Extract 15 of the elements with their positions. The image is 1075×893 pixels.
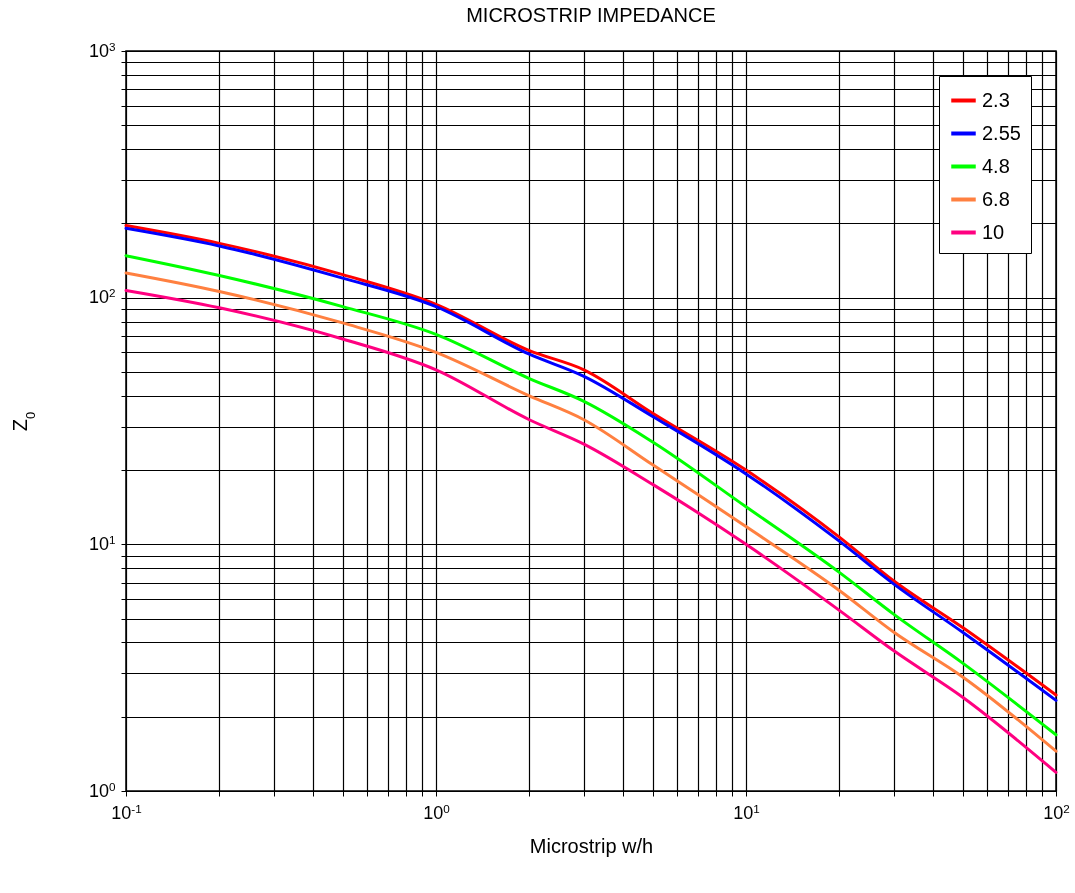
y-tick-label: 10$^{2}$ — [88, 285, 116, 308]
legend-label: 6.8 — [982, 187, 1010, 210]
x-tick-label: 10$^{0}$ — [423, 801, 451, 823]
x-tick-label: 10$^{2}$ — [1043, 801, 1070, 823]
legend-label: 2.55 — [982, 121, 1021, 144]
legend-label: 4.8 — [982, 154, 1010, 177]
y-tick-label: 10$^{3}$ — [88, 39, 116, 61]
chart-title: MICROSTRIP IMPEDANCE — [466, 4, 716, 26]
x-axis-title: Microstrip w/h — [529, 834, 654, 857]
x-tick-label: 10$^{-1}$ — [111, 801, 142, 823]
legend-label: 10 — [982, 220, 1005, 243]
legend-label: 2.3 — [982, 88, 1010, 111]
y-tick-label: 10$^{1}$ — [88, 532, 116, 554]
x-tick-label: 10$^{1}$ — [733, 801, 760, 823]
y-tick-label: 10$^{0}$ — [88, 779, 116, 801]
